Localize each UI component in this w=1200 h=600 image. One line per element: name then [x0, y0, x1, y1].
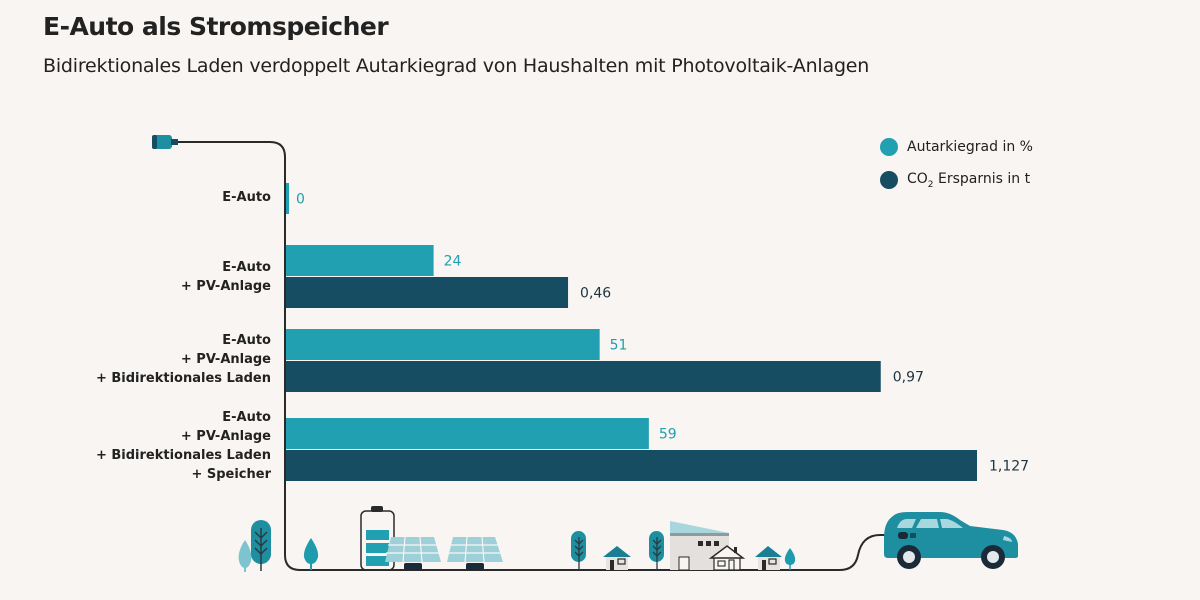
category-line: E-Auto — [222, 190, 271, 205]
data-label-autarkie: 51 — [610, 338, 628, 354]
category-line: + Speicher — [191, 467, 271, 482]
bar-autarkie — [286, 329, 600, 360]
category-line: E-Auto — [222, 410, 271, 425]
tree-icon — [784, 548, 796, 570]
bars-group: 0 24 0,46 51 0,97 59 1,127 — [286, 183, 1029, 481]
category-label: E-Auto + PV-Anlage + Bidirektionales Lad… — [96, 408, 271, 484]
category-label: E-Auto + PV-Anlage — [181, 258, 271, 296]
legend-item-autarkie: Autarkiegrad in % — [880, 137, 1033, 157]
category-line: E-Auto — [222, 260, 271, 275]
legend: Autarkiegrad in % CO2 Ersparnis in t — [880, 137, 1033, 203]
cable-axis — [176, 141, 898, 571]
tree-icon — [251, 520, 271, 571]
category-line: + Bidirektionales Laden — [95, 371, 271, 386]
bar-co2 — [286, 361, 881, 392]
tree-icon — [238, 540, 252, 572]
category-line: + PV-Anlage — [180, 429, 271, 444]
category-line: + PV-Anlage — [180, 352, 271, 367]
legend-label-prefix: CO — [907, 170, 928, 187]
category-line: + Bidirektionales Laden — [95, 448, 271, 463]
tree-icon — [649, 531, 664, 570]
bar-autarkie — [286, 418, 649, 449]
legend-item-co2: CO2 Ersparnis in t — [880, 170, 1033, 190]
legend-dot-icon — [880, 138, 898, 156]
data-label-co2: 0,46 — [580, 286, 611, 302]
legend-label: Autarkiegrad in % — [907, 139, 1033, 155]
category-line: E-Auto — [222, 333, 271, 348]
legend-dot-icon — [880, 171, 898, 189]
data-label-co2: 1,127 — [989, 459, 1029, 475]
battery-icon — [360, 506, 395, 571]
house-icon — [755, 546, 782, 570]
chart-title: E-Auto als Stromspeicher — [43, 12, 389, 41]
chart-subtitle: Bidirektionales Laden verdoppelt Autarki… — [43, 55, 870, 77]
solar-panel-icon — [385, 536, 441, 570]
legend-label: CO2 Ersparnis in t — [907, 171, 1030, 190]
electric-car-icon — [884, 512, 1018, 569]
house-icon — [708, 545, 746, 571]
bar-co2 — [286, 450, 977, 481]
tree-icon — [303, 538, 319, 570]
category-line: + PV-Anlage — [180, 279, 271, 294]
data-label-autarkie: 59 — [659, 427, 677, 443]
legend-label-sub: 2 — [927, 179, 934, 190]
bar-autarkie — [286, 245, 434, 276]
tree-icon — [571, 531, 586, 570]
category-label: E-Auto + PV-Anlage + Bidirektionales Lad… — [96, 331, 271, 388]
data-label-autarkie: 24 — [444, 254, 462, 270]
data-label-co2: 0,97 — [893, 370, 924, 386]
bar-co2 — [286, 277, 569, 308]
plug-icon — [152, 135, 178, 149]
data-label-autarkie: 0 — [296, 192, 305, 208]
category-label: E-Auto — [222, 188, 271, 207]
house-icon — [603, 546, 631, 570]
solar-panel-icon — [447, 536, 503, 570]
legend-label-suffix: Ersparnis in t — [933, 170, 1031, 187]
bar-autarkie — [286, 183, 289, 214]
